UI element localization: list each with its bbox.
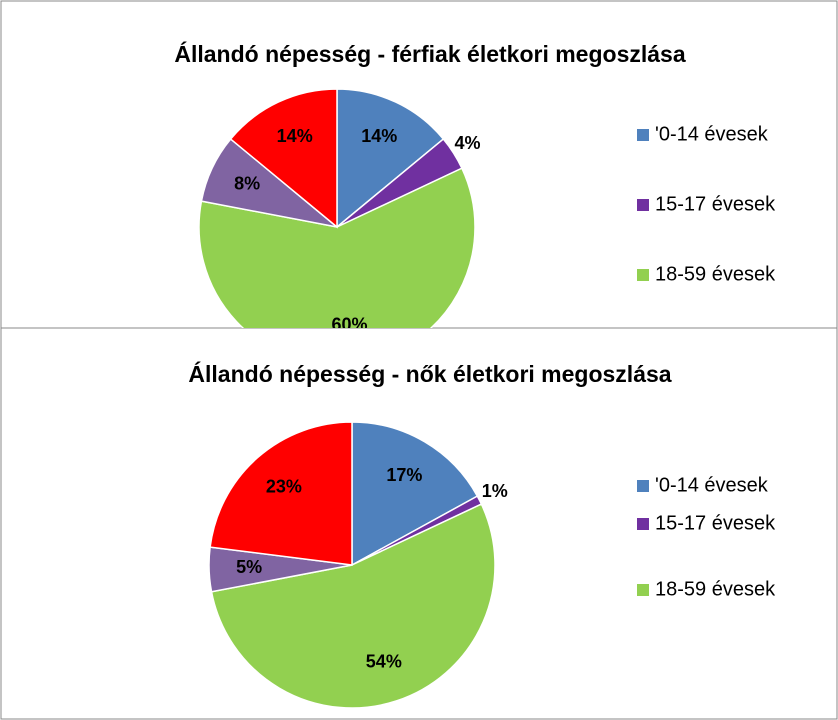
legend-label: '0-14 évesek (655, 474, 769, 496)
legend-swatch (637, 199, 649, 211)
data-label: 60% (331, 314, 367, 334)
legend-label: 15-17 évesek (655, 193, 776, 215)
legend-swatch (637, 480, 649, 492)
pie-slice (229, 88, 338, 229)
data-label: 17% (386, 465, 422, 485)
pie-slice (336, 88, 445, 229)
pie-slice (209, 421, 353, 566)
legend-label: '0-14 évesek (655, 123, 769, 145)
pie-slice (210, 503, 496, 709)
data-label: 8% (234, 173, 260, 193)
chart-title: Állandó népesség - nők életkori megoszlá… (188, 360, 671, 387)
chart-title: Állandó népesség - férfiak életkori mego… (174, 40, 685, 67)
data-label: 1% (482, 481, 508, 501)
data-label: 5% (236, 557, 262, 577)
legend-swatch (637, 518, 649, 530)
pie: 17% 1% 54% 5% 23% (208, 421, 508, 709)
pie-slice (351, 421, 479, 567)
pie: 14% 4% 60% 8% 14% (198, 88, 481, 334)
legend-swatch (637, 584, 649, 596)
legend-label: 18-59 évesek (655, 263, 776, 285)
legend-swatch (637, 269, 649, 281)
data-label: 14% (361, 126, 397, 146)
data-label: 14% (277, 126, 313, 146)
legend-label: 18-59 évesek (655, 578, 776, 600)
data-label: 4% (454, 133, 480, 153)
data-label: 23% (266, 477, 302, 497)
legend-swatch (637, 129, 649, 141)
pie-slice (198, 167, 476, 328)
data-label: 54% (366, 652, 402, 672)
legend-label: 15-17 évesek (655, 512, 776, 534)
